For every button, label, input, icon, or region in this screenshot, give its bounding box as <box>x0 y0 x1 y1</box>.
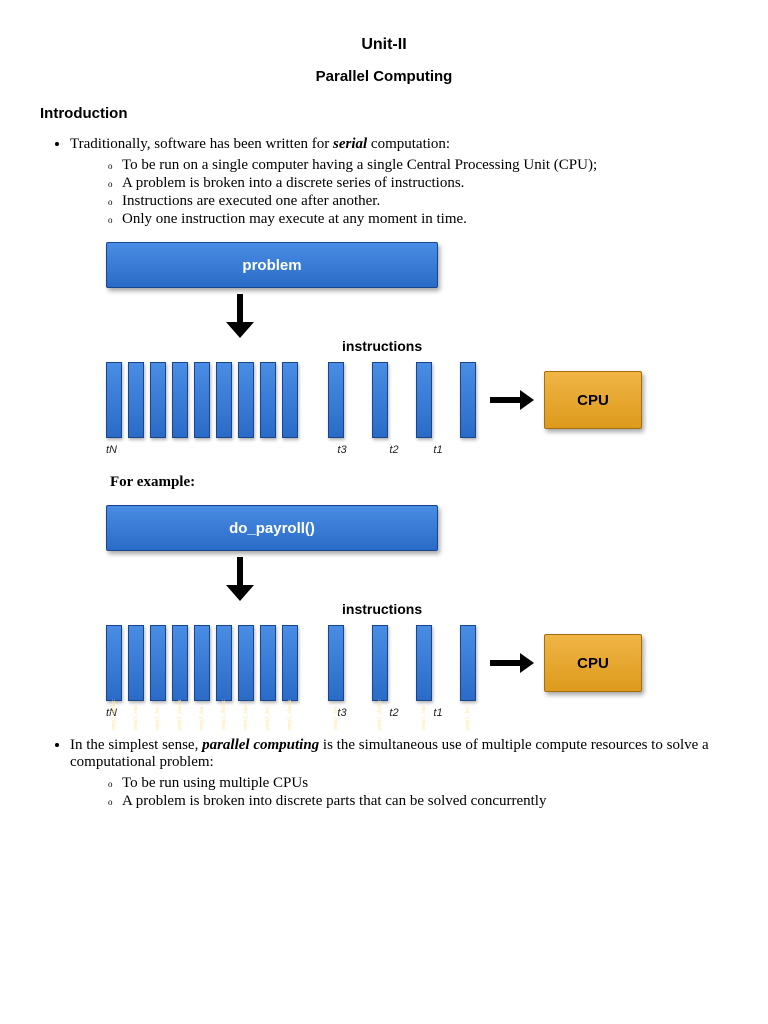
payroll-diagram: do_payroll() instructions emp3_deduc emp… <box>106 505 666 719</box>
list-item: To be run on a single computer having a … <box>108 157 728 174</box>
instruction-bar: emp2_rate <box>238 625 254 701</box>
list-item: A problem is broken into discrete parts … <box>108 793 728 810</box>
instruction-bar <box>172 362 188 438</box>
list-item: In the simplest sense, parallel computin… <box>70 737 728 810</box>
tick-label: t3 <box>312 707 372 719</box>
instruction-bar: emp1_deduc <box>372 625 388 701</box>
tick-label: t1 <box>416 444 460 456</box>
instruction-bar <box>328 362 344 438</box>
bar-label: emp1_hrs <box>465 660 471 730</box>
arrow-right-icon <box>490 390 536 410</box>
sub-list: To be run on a single computer having a … <box>108 157 728 228</box>
list-item: Traditionally, software has been written… <box>70 136 728 228</box>
bar-label: emp1_check <box>287 660 293 730</box>
arrow-down-icon <box>226 294 254 338</box>
list-item: To be run using multiple CPUs <box>108 775 728 792</box>
instruction-bar <box>150 362 166 438</box>
instruction-bar <box>282 362 298 438</box>
time-ticks: tN t3 t2 t1 <box>106 707 666 719</box>
serial-diagram: problem instructions CPU tN t3 t2 t1 <box>106 242 666 456</box>
bar-label: emp3_deduc <box>111 660 117 730</box>
bar-label: emp3_rate <box>133 660 139 730</box>
keyword: serial <box>333 136 367 152</box>
instruction-bar: emp1_check <box>282 625 298 701</box>
tick-label: tN <box>106 444 312 456</box>
instruction-bar: emp1_hrs <box>460 625 476 701</box>
bar-label: emp2_hrs <box>265 660 271 730</box>
bullet-list-2: In the simplest sense, parallel computin… <box>70 737 728 810</box>
bar-cluster <box>106 362 298 438</box>
section-heading: Introduction <box>40 105 728 122</box>
instruction-bar <box>260 362 276 438</box>
bar-label: emp2_deduc <box>221 660 227 730</box>
bar-label: emp2_rate <box>243 660 249 730</box>
instruction-bar: emp1_tax <box>328 625 344 701</box>
instruction-bar: emp3_rate <box>128 625 144 701</box>
instruction-bar <box>238 362 254 438</box>
for-example-label: For example: <box>110 474 728 491</box>
tick-label: t3 <box>312 444 372 456</box>
instruction-bar <box>128 362 144 438</box>
arrow-right-icon <box>490 653 536 673</box>
list-item: A problem is broken into a discrete seri… <box>108 175 728 192</box>
page-title: Unit-II <box>40 36 728 54</box>
instruction-bar: emp2_check <box>172 625 188 701</box>
instruction-bar <box>106 362 122 438</box>
tick-label: t2 <box>372 444 416 456</box>
cpu-box: CPU <box>544 634 642 692</box>
list-item: Only one instruction may execute at any … <box>108 211 728 228</box>
instruction-bar <box>216 362 232 438</box>
instruction-bar: emp1_rate <box>416 625 432 701</box>
instruction-bar <box>372 362 388 438</box>
text: Traditionally, software has been written… <box>70 136 333 152</box>
instruction-bar: emp3_deduc <box>106 625 122 701</box>
problem-box: do_payroll() <box>106 505 438 551</box>
instruction-bar: emp2_tax <box>194 625 210 701</box>
cpu-box: CPU <box>544 371 642 429</box>
bar-label: emp1_rate <box>421 660 427 730</box>
bar-spread: emp1_tax emp1_deduc emp1_rate emp1_hrs <box>328 625 476 701</box>
arrow-down-icon <box>226 557 254 601</box>
instruction-row: emp3_deduc emp3_rate emp3_hrs emp2_check… <box>106 625 666 701</box>
bar-label: emp2_check <box>177 660 183 730</box>
bar-label: emp1_tax <box>333 660 339 730</box>
bar-label: emp3_hrs <box>155 660 161 730</box>
instructions-label: instructions <box>342 338 422 354</box>
bar-label: emp2_tax <box>199 660 205 730</box>
bar-spread <box>328 362 476 438</box>
page-subtitle: Parallel Computing <box>40 68 728 85</box>
instruction-bar <box>194 362 210 438</box>
instruction-bar <box>460 362 476 438</box>
instructions-label: instructions <box>342 601 422 617</box>
instruction-bar: emp2_deduc <box>216 625 232 701</box>
bullet-list-1: Traditionally, software has been written… <box>70 136 728 228</box>
sub-list: To be run using multiple CPUs A problem … <box>108 775 728 810</box>
text: computation: <box>367 136 450 152</box>
problem-box: problem <box>106 242 438 288</box>
keyword: parallel computing <box>202 737 319 753</box>
instruction-row: CPU <box>106 362 666 438</box>
instruction-bar: emp2_hrs <box>260 625 276 701</box>
instruction-bar <box>416 362 432 438</box>
text: In the simplest sense, <box>70 737 202 753</box>
instruction-bar: emp3_hrs <box>150 625 166 701</box>
bar-label: emp1_deduc <box>377 660 383 730</box>
time-ticks: tN t3 t2 t1 <box>106 444 666 456</box>
bar-cluster: emp3_deduc emp3_rate emp3_hrs emp2_check… <box>106 625 298 701</box>
list-item: Instructions are executed one after anot… <box>108 193 728 210</box>
